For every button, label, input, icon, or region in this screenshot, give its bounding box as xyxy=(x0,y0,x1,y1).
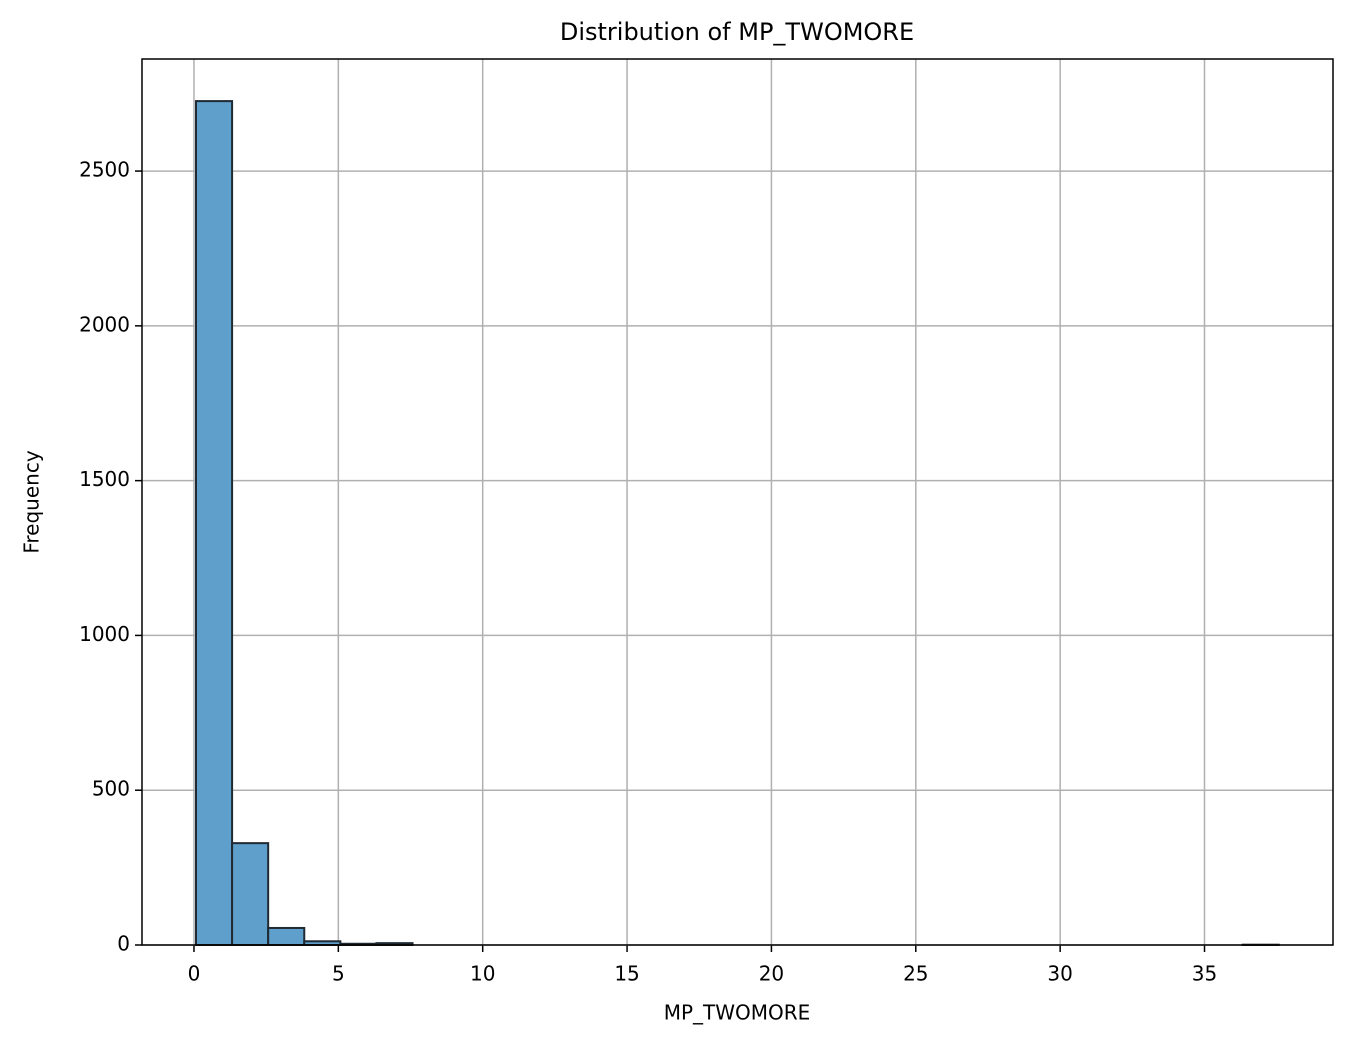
x-axis-label: MP_TWOMORE xyxy=(664,1001,811,1025)
chart-title: Distribution of MP_TWOMORE xyxy=(560,18,914,46)
bar xyxy=(231,842,270,947)
x-tick-label: 25 xyxy=(903,962,928,986)
x-tick-label: 5 xyxy=(332,962,345,986)
bar xyxy=(194,100,234,946)
y-tick-label: 0 xyxy=(117,932,130,956)
x-tick-label: 20 xyxy=(759,962,784,986)
bar xyxy=(267,926,306,947)
x-tick-label: 30 xyxy=(1047,962,1072,986)
y-tick-label: 1000 xyxy=(79,622,130,646)
y-axis-label: Frequency xyxy=(20,450,44,553)
plot-frame xyxy=(141,58,1334,946)
x-tick-label: 35 xyxy=(1192,962,1217,986)
y-tick-label: 2000 xyxy=(79,312,130,336)
y-tick-label: 500 xyxy=(92,777,130,801)
y-tick-label: 2500 xyxy=(79,158,130,182)
x-tick-label: 0 xyxy=(188,962,201,986)
x-tick-label: 15 xyxy=(614,962,639,986)
y-tick-label: 1500 xyxy=(79,467,130,491)
x-tick-label: 10 xyxy=(470,962,495,986)
